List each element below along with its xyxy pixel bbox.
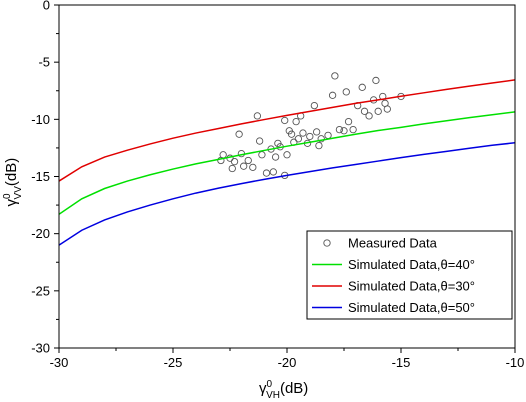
data-point-25 (292, 117, 300, 126)
y-axis-label: γ0VV(dB) (2, 158, 24, 207)
data-point-21 (283, 151, 291, 159)
x-tick-label-4: -10 (506, 355, 525, 370)
data-point-33 (315, 141, 323, 150)
data-point-52 (383, 105, 391, 113)
legend-label-0: Measured Data (348, 236, 438, 251)
data-point-12 (258, 151, 266, 159)
data-point-9 (249, 163, 257, 172)
data-point-19 (281, 116, 289, 125)
y-tick-label-4: -20 (31, 226, 50, 241)
data-point-37 (331, 72, 339, 80)
data-point-48 (372, 76, 380, 85)
data-point-8 (244, 156, 252, 165)
data-point-16 (271, 153, 280, 161)
data-point-36 (328, 91, 337, 99)
data-point-13 (262, 169, 271, 177)
data-point-35 (324, 131, 332, 139)
data-point-10 (253, 112, 262, 120)
data-point-44 (358, 83, 366, 91)
x-tick-label-0: -30 (50, 355, 69, 370)
data-point-41 (344, 117, 353, 126)
data-point-38 (335, 125, 344, 134)
data-point-7 (240, 162, 248, 170)
legend: Measured Data Simulated Data,θ=40° Simulat… (306, 230, 513, 320)
data-point-23 (287, 130, 296, 138)
series-line-3 (59, 142, 515, 246)
y-tick-label-6: -30 (31, 341, 50, 356)
legend-box (306, 230, 513, 320)
axis-labels: γ0 VH(dB) γ0VV(dB) (2, 158, 308, 401)
series-line-1 (59, 111, 515, 215)
data-point-15 (269, 168, 277, 176)
y-tick-label-3: -15 (31, 169, 50, 184)
x-tick-label-2: -20 (278, 355, 297, 370)
plot-layer (59, 72, 515, 246)
data-point-45 (360, 107, 369, 115)
y-tick-label-2: -10 (31, 112, 50, 127)
legend-label-3: Simulated Data,θ=50° (348, 300, 475, 315)
data-point-34 (317, 135, 325, 143)
data-point-30 (306, 132, 314, 141)
data-point-39 (340, 127, 348, 135)
data-point-5 (235, 130, 243, 138)
data-point-1 (219, 151, 227, 159)
data-point-26 (294, 135, 303, 143)
legend-label-2: Simulated Data,θ=30° (348, 279, 475, 294)
data-point-32 (312, 128, 321, 136)
data-point-31 (310, 101, 319, 110)
data-point-4 (230, 157, 239, 166)
data-point-46 (365, 112, 373, 120)
ticks-layer: -30 -25 -20 -15 -10 0 -5 -10 -15 -20 -25 -30 (31, 0, 524, 370)
data-point-42 (349, 125, 357, 134)
series-line-2 (59, 79, 515, 182)
plot-clipped-group (59, 72, 515, 246)
data-point-49 (374, 107, 382, 115)
data-point-11 (255, 137, 264, 145)
data-point-28 (299, 129, 307, 137)
legend-label-1: Simulated Data,θ=40° (348, 257, 475, 272)
x-tick-label-1: -25 (164, 355, 183, 370)
legend-marker-measured (323, 239, 331, 247)
data-point-40 (342, 88, 350, 96)
y-tick-label-1: -5 (38, 55, 50, 70)
data-point-3 (228, 164, 236, 173)
y-tick-label-0: 0 (43, 0, 50, 13)
x-axis-label: γ0 VH(dB) (259, 379, 308, 401)
y-tick-label-5: -25 (31, 283, 50, 298)
x-tick-label-3: -15 (392, 355, 411, 370)
